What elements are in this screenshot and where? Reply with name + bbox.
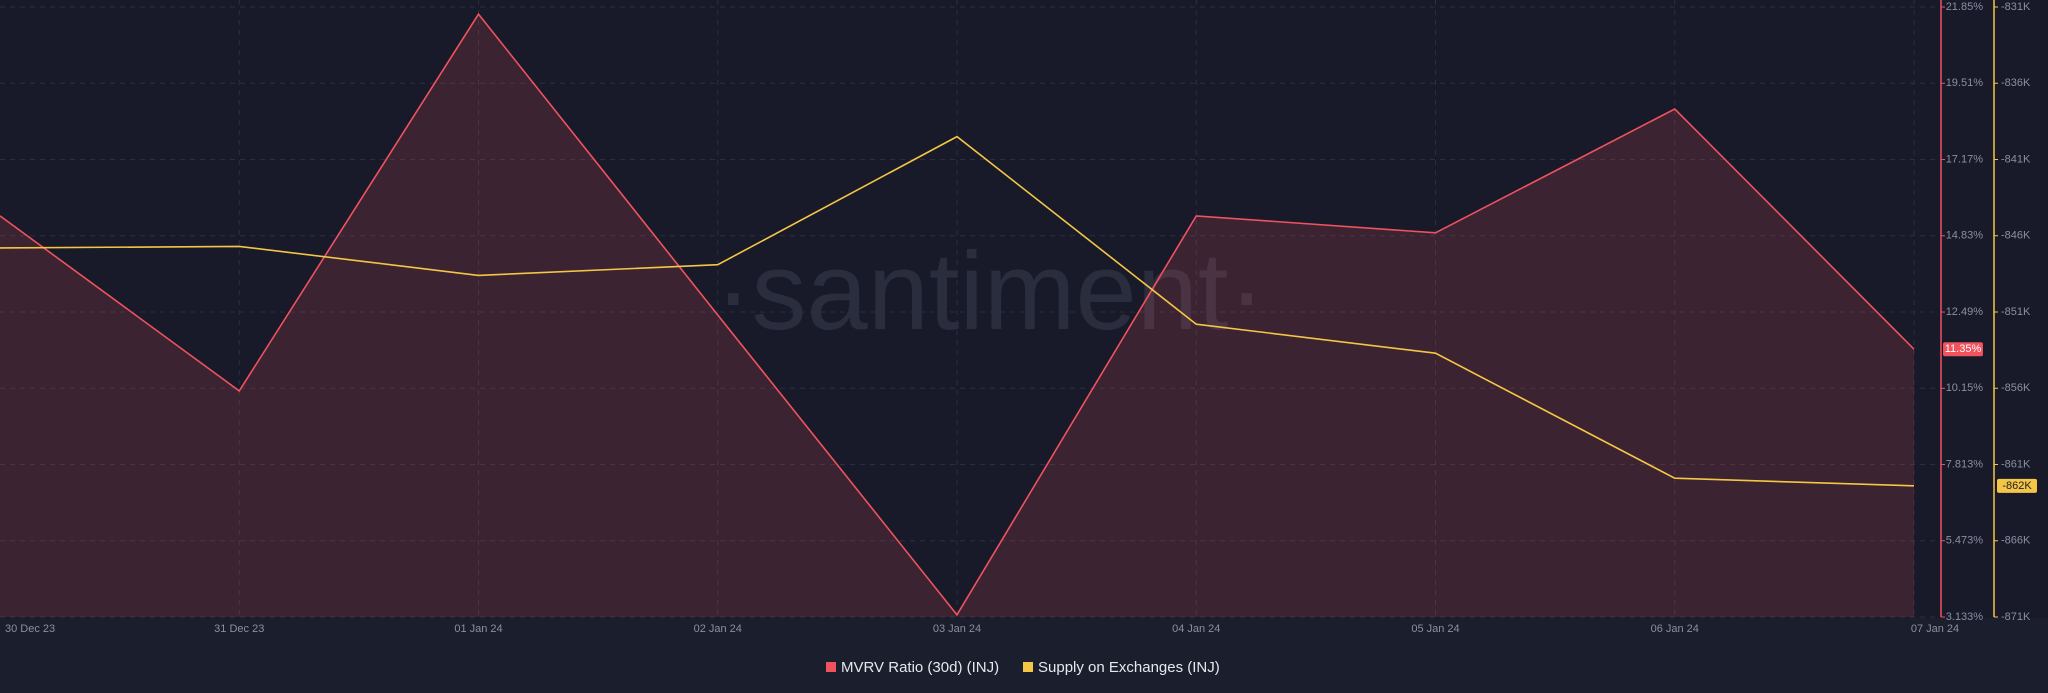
- y-tick-label: 7.813%: [1946, 458, 1984, 470]
- y-tick-label: 12.49%: [1946, 306, 1984, 318]
- line: [0, 12, 1915, 617]
- legend-swatch: [1023, 662, 1033, 672]
- value-label: 11.35%: [1945, 343, 1982, 355]
- y-tick-label: 3.133%: [1946, 611, 1984, 623]
- legend-label: MVRV Ratio (30d) (INJ): [841, 659, 999, 676]
- legend-swatch: [826, 662, 836, 672]
- y-tick-label: 19.51%: [1946, 77, 1984, 89]
- legend-label: Supply on Exchanges (INJ): [1038, 659, 1220, 676]
- y-tick-label: 5.473%: [1946, 535, 1984, 547]
- y2-tick-label: -851K: [2001, 306, 2031, 318]
- value-label: -862K: [2002, 480, 2032, 492]
- x-tick-label: 04 Jan 24: [1172, 623, 1220, 635]
- x-tick-label: 07 Jan 24: [1911, 623, 1959, 635]
- y-tick-label: 14.83%: [1946, 230, 1984, 242]
- x-tick-label: 01 Jan 24: [454, 623, 502, 635]
- x-tick-label: 03 Jan 24: [933, 623, 981, 635]
- value-badge: [1997, 478, 2037, 493]
- y-tick-label: 17.17%: [1946, 153, 1984, 165]
- watermark: ·santiment·: [715, 230, 1265, 353]
- x-tick-label: 30 Dec 23: [5, 623, 55, 635]
- y-tick-label: 10.15%: [1946, 382, 1984, 394]
- y2-tick-label: -841K: [2001, 153, 2031, 165]
- y2-tick-label: -856K: [2001, 382, 2031, 394]
- plot-background: [0, 0, 2048, 618]
- y2-tick-label: -831K: [2001, 1, 2031, 13]
- y2-tick-label: -836K: [2001, 77, 2031, 89]
- y2-tick-label: -871K: [2001, 611, 2031, 623]
- y2-tick-label: -866K: [2001, 535, 2031, 547]
- y-tick-label: 21.85%: [1946, 1, 1984, 13]
- y2-tick-label: -861K: [2001, 458, 2031, 470]
- value-badge: [1943, 342, 1983, 357]
- x-tick-label: 02 Jan 24: [694, 623, 742, 635]
- x-tick-label: 31 Dec 23: [214, 623, 264, 635]
- line: [0, 135, 1915, 487]
- y2-tick-label: -846K: [2001, 230, 2031, 242]
- area: [0, 14, 1914, 618]
- x-tick-label: 05 Jan 24: [1411, 623, 1459, 635]
- x-tick-label: 06 Jan 24: [1651, 623, 1699, 635]
